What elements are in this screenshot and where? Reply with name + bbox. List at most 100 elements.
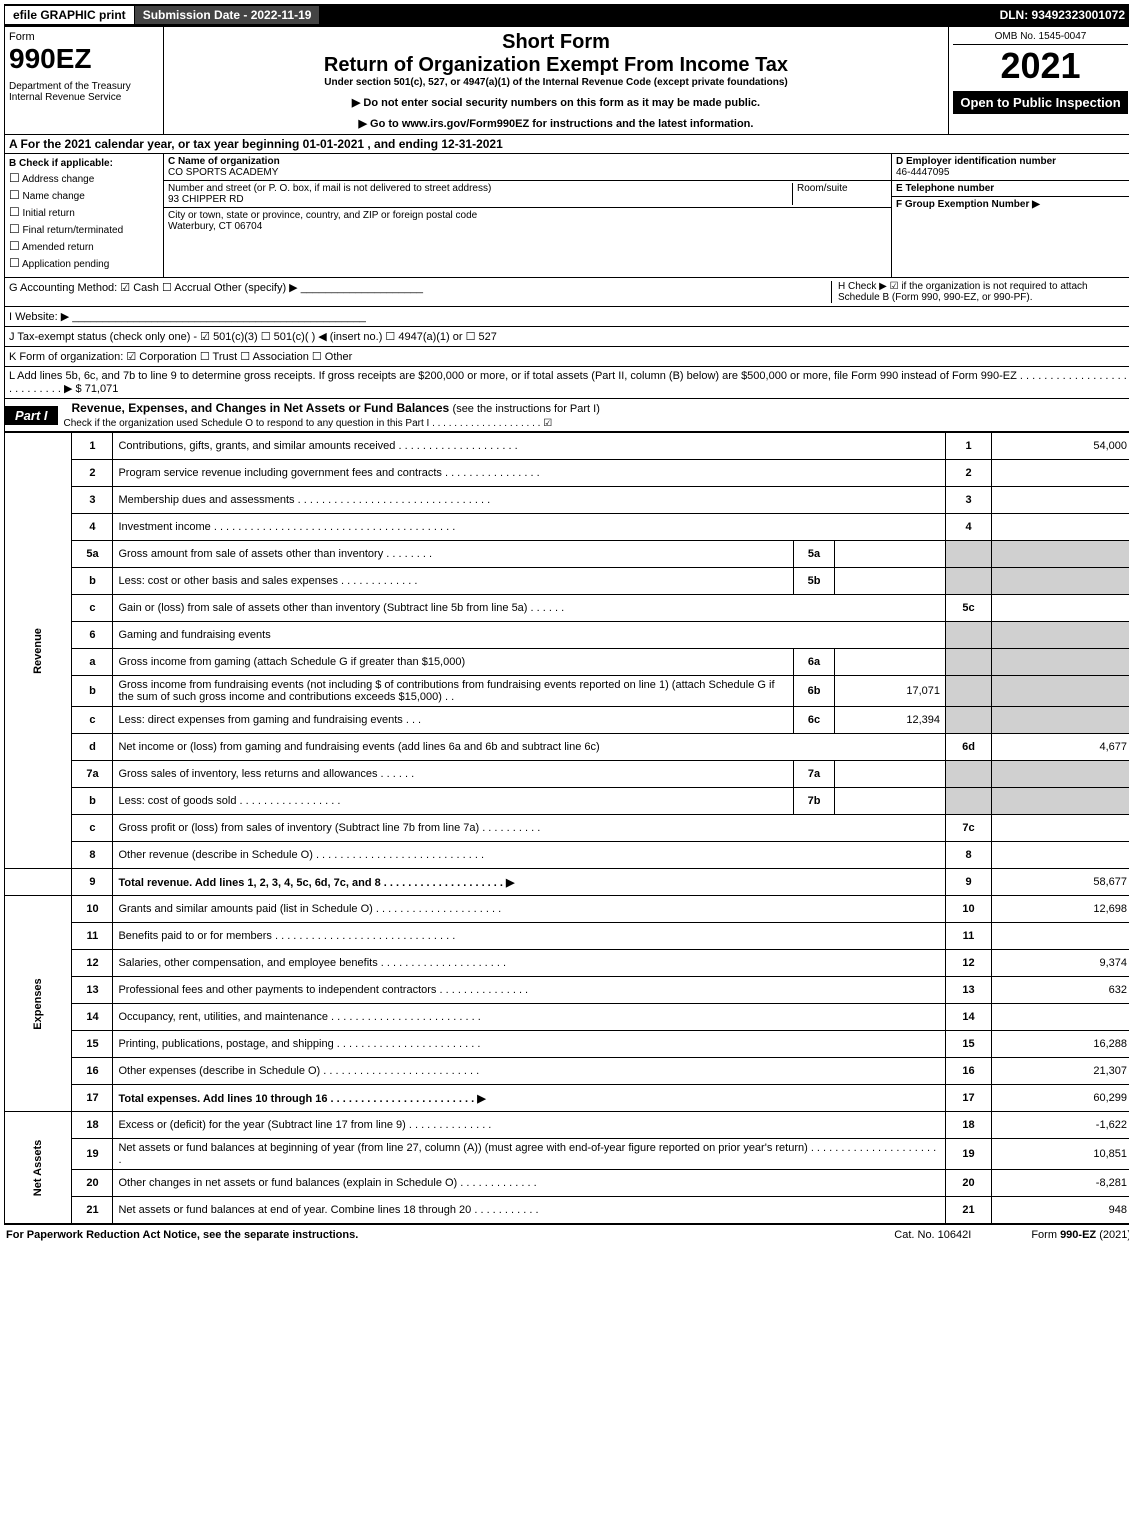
expenses-side-label: Expenses bbox=[32, 975, 44, 1031]
line-6d-num: d bbox=[72, 734, 113, 761]
line-1-text: Contributions, gifts, grants, and simila… bbox=[113, 433, 946, 460]
check-final-return[interactable]: ☐ Final return/terminated bbox=[9, 222, 159, 237]
line-6b-box: 6b bbox=[794, 676, 835, 707]
net-assets-side-label: Net Assets bbox=[32, 1139, 44, 1195]
line-6b-val: 17,071 bbox=[835, 676, 946, 707]
part-1-label: Part I bbox=[5, 406, 58, 425]
check-application-pending[interactable]: ☐ Application pending bbox=[9, 256, 159, 271]
line-8-text: Other revenue (describe in Schedule O) .… bbox=[113, 842, 946, 869]
phone-label: E Telephone number bbox=[896, 183, 994, 194]
row-g-accounting: G Accounting Method: ☑ Cash ☐ Accrual Ot… bbox=[9, 281, 831, 303]
room-suite-label: Room/suite bbox=[792, 183, 887, 205]
line-9-val: 58,677 bbox=[992, 869, 1129, 896]
line-6c-val: 12,394 bbox=[835, 707, 946, 734]
col-c-org-info: C Name of organization CO SPORTS ACADEMY… bbox=[164, 154, 892, 277]
group-exemption-label: F Group Exemption Number ▶ bbox=[896, 199, 1040, 210]
footer-cat-no: Cat. No. 10642I bbox=[894, 1229, 971, 1241]
line-18-val: -1,622 bbox=[992, 1112, 1129, 1139]
line-11-box: 11 bbox=[946, 923, 992, 950]
line-7c-val bbox=[992, 815, 1129, 842]
ein-label: D Employer identification number bbox=[896, 156, 1056, 167]
line-5c-val bbox=[992, 595, 1129, 622]
line-7a-val bbox=[835, 761, 946, 788]
line-6c-box: 6c bbox=[794, 707, 835, 734]
line-5a-num: 5a bbox=[72, 541, 113, 568]
line-17-num: 17 bbox=[72, 1085, 113, 1112]
line-5c-num: c bbox=[72, 595, 113, 622]
line-5a-val bbox=[835, 541, 946, 568]
line-10-val: 12,698 bbox=[992, 896, 1129, 923]
line-6a-text: Gross income from gaming (attach Schedul… bbox=[113, 649, 794, 676]
line-12-text: Salaries, other compensation, and employ… bbox=[113, 950, 946, 977]
line-8-box: 8 bbox=[946, 842, 992, 869]
line-2-val bbox=[992, 460, 1129, 487]
org-name: CO SPORTS ACADEMY bbox=[168, 167, 278, 178]
line-9-box: 9 bbox=[946, 869, 992, 896]
line-16-num: 16 bbox=[72, 1058, 113, 1085]
col-b-label: B Check if applicable: bbox=[9, 158, 113, 169]
line-17-val: 60,299 bbox=[992, 1085, 1129, 1112]
check-address-change[interactable]: ☐ Address change bbox=[9, 171, 159, 186]
line-15-text: Printing, publications, postage, and shi… bbox=[113, 1031, 946, 1058]
line-15-box: 15 bbox=[946, 1031, 992, 1058]
line-4-val bbox=[992, 514, 1129, 541]
line-6b-text: Gross income from fundraising events (no… bbox=[113, 676, 794, 707]
line-18-text: Excess or (deficit) for the year (Subtra… bbox=[113, 1112, 946, 1139]
form-header: Form 990EZ Department of the Treasury In… bbox=[4, 26, 1129, 135]
line-17-box: 17 bbox=[946, 1085, 992, 1112]
part-1-table: Revenue 1 Contributions, gifts, grants, … bbox=[4, 432, 1129, 1224]
check-amended-return[interactable]: ☐ Amended return bbox=[9, 239, 159, 254]
line-7b-val bbox=[835, 788, 946, 815]
form-subtitle: Under section 501(c), 527, or 4947(a)(1)… bbox=[168, 77, 944, 88]
check-name-change[interactable]: ☐ Name change bbox=[9, 188, 159, 203]
line-4-num: 4 bbox=[72, 514, 113, 541]
line-11-text: Benefits paid to or for members . . . . … bbox=[113, 923, 946, 950]
page-footer: For Paperwork Reduction Act Notice, see … bbox=[4, 1224, 1129, 1245]
line-8-val bbox=[992, 842, 1129, 869]
line-5b-val bbox=[835, 568, 946, 595]
col-b-checkboxes: B Check if applicable: ☐ Address change … bbox=[5, 154, 164, 277]
city-state-zip: Waterbury, CT 06704 bbox=[168, 221, 262, 232]
line-5c-box: 5c bbox=[946, 595, 992, 622]
line-20-box: 20 bbox=[946, 1170, 992, 1197]
line-13-text: Professional fees and other payments to … bbox=[113, 977, 946, 1004]
line-7b-box: 7b bbox=[794, 788, 835, 815]
line-20-val: -8,281 bbox=[992, 1170, 1129, 1197]
line-21-box: 21 bbox=[946, 1197, 992, 1224]
part-1-header: Part I Revenue, Expenses, and Changes in… bbox=[4, 399, 1129, 432]
line-4-text: Investment income . . . . . . . . . . . … bbox=[113, 514, 946, 541]
line-19-box: 19 bbox=[946, 1139, 992, 1170]
line-6d-text: Net income or (loss) from gaming and fun… bbox=[113, 734, 946, 761]
line-19-num: 19 bbox=[72, 1139, 113, 1170]
line-2-num: 2 bbox=[72, 460, 113, 487]
line-9-text: Total revenue. Add lines 1, 2, 3, 4, 5c,… bbox=[113, 869, 946, 896]
line-12-val: 9,374 bbox=[992, 950, 1129, 977]
line-21-num: 21 bbox=[72, 1197, 113, 1224]
line-13-box: 13 bbox=[946, 977, 992, 1004]
line-16-text: Other expenses (describe in Schedule O) … bbox=[113, 1058, 946, 1085]
line-1-box: 1 bbox=[946, 433, 992, 460]
line-18-num: 18 bbox=[72, 1112, 113, 1139]
instructions-link[interactable]: ▶ Go to www.irs.gov/Form990EZ for instru… bbox=[168, 117, 944, 130]
tax-year: 2021 bbox=[953, 45, 1128, 87]
check-initial-return[interactable]: ☐ Initial return bbox=[9, 205, 159, 220]
line-6d-val: 4,677 bbox=[992, 734, 1129, 761]
line-5a-text: Gross amount from sale of assets other t… bbox=[113, 541, 794, 568]
line-7a-text: Gross sales of inventory, less returns a… bbox=[113, 761, 794, 788]
line-15-val: 16,288 bbox=[992, 1031, 1129, 1058]
line-7c-box: 7c bbox=[946, 815, 992, 842]
line-3-num: 3 bbox=[72, 487, 113, 514]
line-2-box: 2 bbox=[946, 460, 992, 487]
row-h-schedule-b: H Check ▶ ☑ if the organization is not r… bbox=[831, 281, 1128, 303]
line-10-num: 10 bbox=[72, 896, 113, 923]
line-20-text: Other changes in net assets or fund bala… bbox=[113, 1170, 946, 1197]
line-5b-text: Less: cost or other basis and sales expe… bbox=[113, 568, 794, 595]
part-1-subtitle: (see the instructions for Part I) bbox=[453, 403, 600, 415]
street-label: Number and street (or P. O. box, if mail… bbox=[168, 183, 491, 194]
footer-paperwork: For Paperwork Reduction Act Notice, see … bbox=[6, 1229, 358, 1241]
line-14-box: 14 bbox=[946, 1004, 992, 1031]
line-6c-num: c bbox=[72, 707, 113, 734]
col-d-f: D Employer identification number 46-4447… bbox=[892, 154, 1129, 277]
omb-number: OMB No. 1545-0047 bbox=[953, 31, 1128, 45]
form-number-block: Form 990EZ Department of the Treasury In… bbox=[5, 27, 164, 134]
